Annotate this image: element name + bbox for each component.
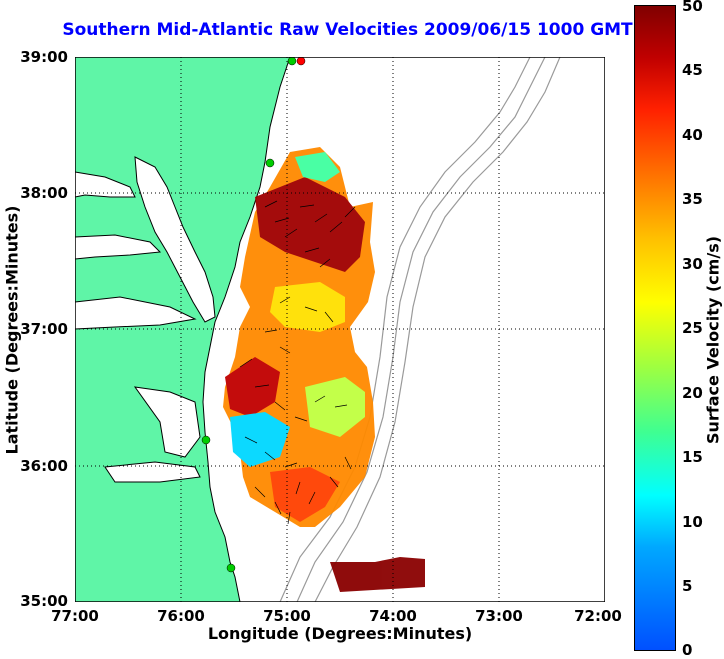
land-mass [75,57,291,602]
colorbar-tick-label: 15 [682,448,703,466]
colorbar-tick-label: 5 [682,577,693,595]
colorbar [634,5,676,651]
y-tick-label: 38:00 [20,184,68,202]
x-tick-label: 77:00 [51,607,99,625]
colorbar-tick-label: 40 [682,126,703,144]
colorbar-label: Surface Velocity (cm/s) [703,235,723,445]
x-tick-label: 74:00 [369,607,417,625]
colorbar-tick-label: 20 [682,384,703,402]
colorbar-tick-label: 30 [682,255,703,273]
station-marker [226,563,236,573]
y-tick-label: 36:00 [20,457,68,475]
map-title: Southern Mid-Atlantic Raw Velocities 200… [62,20,633,40]
y-tick-label: 35:00 [20,592,68,610]
colorbar-tick-label: 35 [682,190,703,208]
x-tick-label: 72:00 [574,607,622,625]
station-marker [287,57,297,66]
y-tick-label: 37:00 [20,320,68,338]
x-tick-label: 76:00 [157,607,205,625]
x-tick-label: 75:00 [263,607,311,625]
velocity-field [223,147,425,592]
x-tick-label: 73:00 [475,607,523,625]
colorbar-tick-label: 0 [682,641,693,659]
colorbar-tick-label: 50 [682,0,703,15]
colorbar-tick-label: 45 [682,61,703,79]
colorbar-tick-label: 25 [682,319,703,337]
grid-lines [75,57,605,602]
station-marker [296,57,306,66]
colorbar-tick-label: 10 [682,513,703,531]
y-axis-label: Latitude (Degrees:Minutes) [2,205,22,455]
y-tick-label: 39:00 [20,48,68,66]
velocity-vectors [239,200,356,525]
station-marker [265,158,275,168]
x-axis-label: Longitude (Degrees:Minutes) [207,624,473,643]
station-marker [201,435,211,445]
velocity-map [75,57,605,602]
